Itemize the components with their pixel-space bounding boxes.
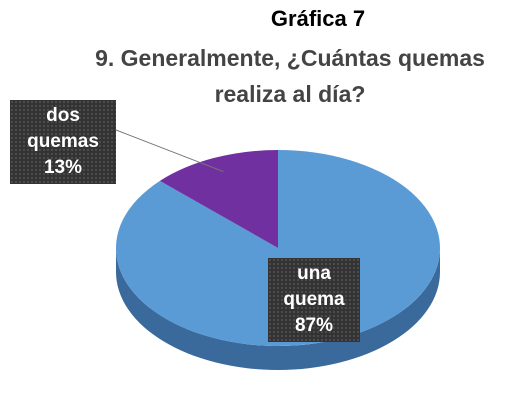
label-category: dos quemas xyxy=(27,105,99,152)
data-label: una quema 87% xyxy=(268,258,360,342)
chart-title: Gráfica 7 xyxy=(270,6,366,31)
label-value: 87% xyxy=(294,315,334,336)
data-label: dos quemas 13% xyxy=(10,100,116,184)
chart-subtitle: 9. Generalmente, ¿Cuántas quemas realiza… xyxy=(95,45,485,107)
label-value: 13% xyxy=(43,157,83,178)
pie-slice xyxy=(159,150,278,248)
leader-line xyxy=(115,129,224,173)
label-category: una quema xyxy=(283,263,345,310)
